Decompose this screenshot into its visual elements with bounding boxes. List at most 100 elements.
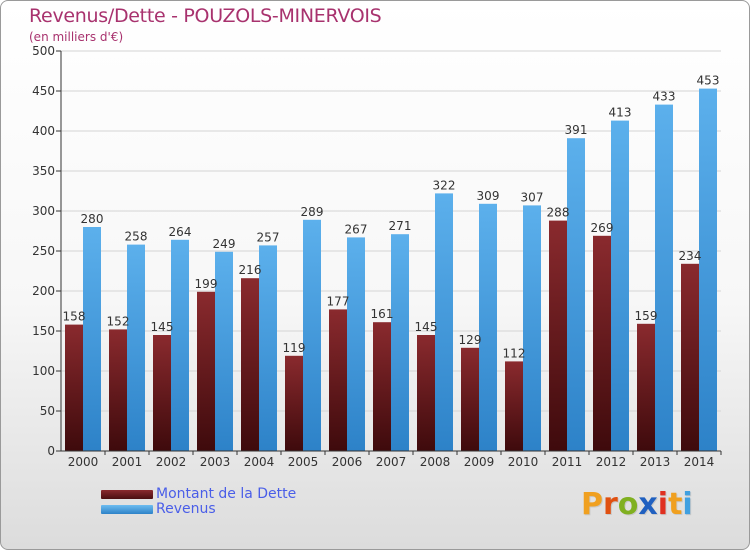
bar-debt xyxy=(593,235,611,451)
data-label-debt: 161 xyxy=(371,307,394,321)
bar-debt xyxy=(461,347,479,451)
proxiti-logo: Proxiti xyxy=(581,487,693,522)
bar-debt xyxy=(65,324,83,451)
data-label-revenue: 258 xyxy=(125,230,148,244)
bar-debt xyxy=(681,263,699,451)
x-tick-label: 2004 xyxy=(244,455,275,469)
bar-revenue xyxy=(83,227,101,451)
bars xyxy=(65,88,717,451)
x-tick-label: 2002 xyxy=(156,455,187,469)
logo-letter: i xyxy=(682,487,693,522)
y-tick-label: 200 xyxy=(32,284,55,298)
y-tick-label: 250 xyxy=(32,244,55,258)
data-label-revenue: 271 xyxy=(389,219,412,233)
chart-title: Revenus/Dette - POUZOLS-MINERVOIS xyxy=(29,5,382,27)
data-label-revenue: 307 xyxy=(521,190,544,204)
y-tick-label: 350 xyxy=(32,164,55,178)
data-label-revenue: 267 xyxy=(345,222,368,236)
bar-debt xyxy=(197,291,215,451)
y-tick-label: 100 xyxy=(32,364,55,378)
data-label-debt: 288 xyxy=(547,206,570,220)
x-tick-label: 2007 xyxy=(376,455,407,469)
bar-debt xyxy=(637,323,655,451)
bar-debt xyxy=(417,335,435,451)
data-label-revenue: 322 xyxy=(433,178,456,192)
bar-revenue xyxy=(259,245,277,451)
x-tick-label: 2003 xyxy=(200,455,231,469)
bar-debt xyxy=(549,220,567,451)
x-tick-label: 2001 xyxy=(112,455,143,469)
bar-debt xyxy=(329,309,347,451)
bar-revenue xyxy=(435,193,453,451)
bar-revenue xyxy=(699,88,717,451)
logo-letter: t xyxy=(668,487,683,522)
data-label-debt: 119 xyxy=(283,341,306,355)
bar-revenue xyxy=(655,104,673,451)
y-tick-label: 50 xyxy=(40,404,55,418)
data-label-revenue: 289 xyxy=(301,205,324,219)
x-tick-label: 2010 xyxy=(508,455,539,469)
data-label-revenue: 453 xyxy=(697,74,720,88)
legend-swatch-debt xyxy=(101,490,153,499)
data-label-debt: 158 xyxy=(63,310,86,324)
bar-debt xyxy=(373,322,391,451)
data-label-debt: 145 xyxy=(151,320,174,334)
data-label-debt: 269 xyxy=(591,221,614,235)
bar-revenue xyxy=(127,244,145,451)
data-label-debt: 234 xyxy=(679,249,702,263)
y-tick-label: 0 xyxy=(47,444,55,458)
chart-subtitle: (en milliers d'€) xyxy=(29,30,124,44)
x-tick-label: 2011 xyxy=(552,455,583,469)
data-label-debt: 112 xyxy=(503,346,526,360)
logo-letter: r xyxy=(603,487,618,522)
data-label-revenue: 257 xyxy=(257,230,280,244)
data-label-debt: 145 xyxy=(415,320,438,334)
logo-letter: o xyxy=(617,487,639,522)
data-label-revenue: 280 xyxy=(81,212,104,226)
data-label-debt: 216 xyxy=(239,263,262,277)
data-label-revenue: 433 xyxy=(653,90,676,104)
bar-revenue xyxy=(347,237,365,451)
bar-revenue xyxy=(523,205,541,451)
x-tick-label: 2006 xyxy=(332,455,363,469)
bar-debt xyxy=(241,278,259,451)
bar-debt xyxy=(109,329,127,451)
data-label-revenue: 391 xyxy=(565,123,588,137)
bar-revenue xyxy=(215,251,233,451)
y-tick-label: 400 xyxy=(32,124,55,138)
x-tick-label: 2005 xyxy=(288,455,319,469)
x-tick-label: 2014 xyxy=(684,455,715,469)
bar-debt xyxy=(505,361,523,451)
x-tick-label: 2008 xyxy=(420,455,451,469)
data-label-revenue: 249 xyxy=(213,237,236,251)
data-label-debt: 177 xyxy=(327,294,350,308)
y-tick-label: 300 xyxy=(32,204,55,218)
bar-revenue xyxy=(611,120,629,451)
bar-debt xyxy=(153,335,171,451)
bar-revenue xyxy=(567,138,585,451)
data-label-revenue: 413 xyxy=(609,106,632,120)
x-tick-label: 2013 xyxy=(640,455,671,469)
legend-label-debt: Montant de la Dette xyxy=(156,486,297,502)
logo-letter: i xyxy=(657,487,669,522)
bar-revenue xyxy=(479,203,497,451)
data-label-revenue: 309 xyxy=(477,189,500,203)
data-label-debt: 129 xyxy=(459,333,482,347)
data-label-debt: 159 xyxy=(635,309,658,323)
logo-letter: P xyxy=(581,487,603,522)
legend-swatch-revenue xyxy=(101,505,153,514)
bar-revenue xyxy=(391,234,409,451)
y-tick-label: 500 xyxy=(32,44,55,58)
x-axis-ticks: 2000 2001 2002 2003 2004 2005 2006 2007 2008 2009… xyxy=(68,451,722,469)
logo-letter: x xyxy=(638,487,658,522)
legend-label-revenue: Revenus xyxy=(156,501,216,517)
bar-debt xyxy=(285,355,303,451)
x-tick-label: 2012 xyxy=(596,455,627,469)
y-tick-label: 150 xyxy=(32,324,55,338)
y-tick-label: 450 xyxy=(32,84,55,98)
data-label-debt: 152 xyxy=(107,314,130,328)
y-axis-ticks: 0 50 100 150 200 250 300 350 400 450 500 xyxy=(32,44,61,458)
